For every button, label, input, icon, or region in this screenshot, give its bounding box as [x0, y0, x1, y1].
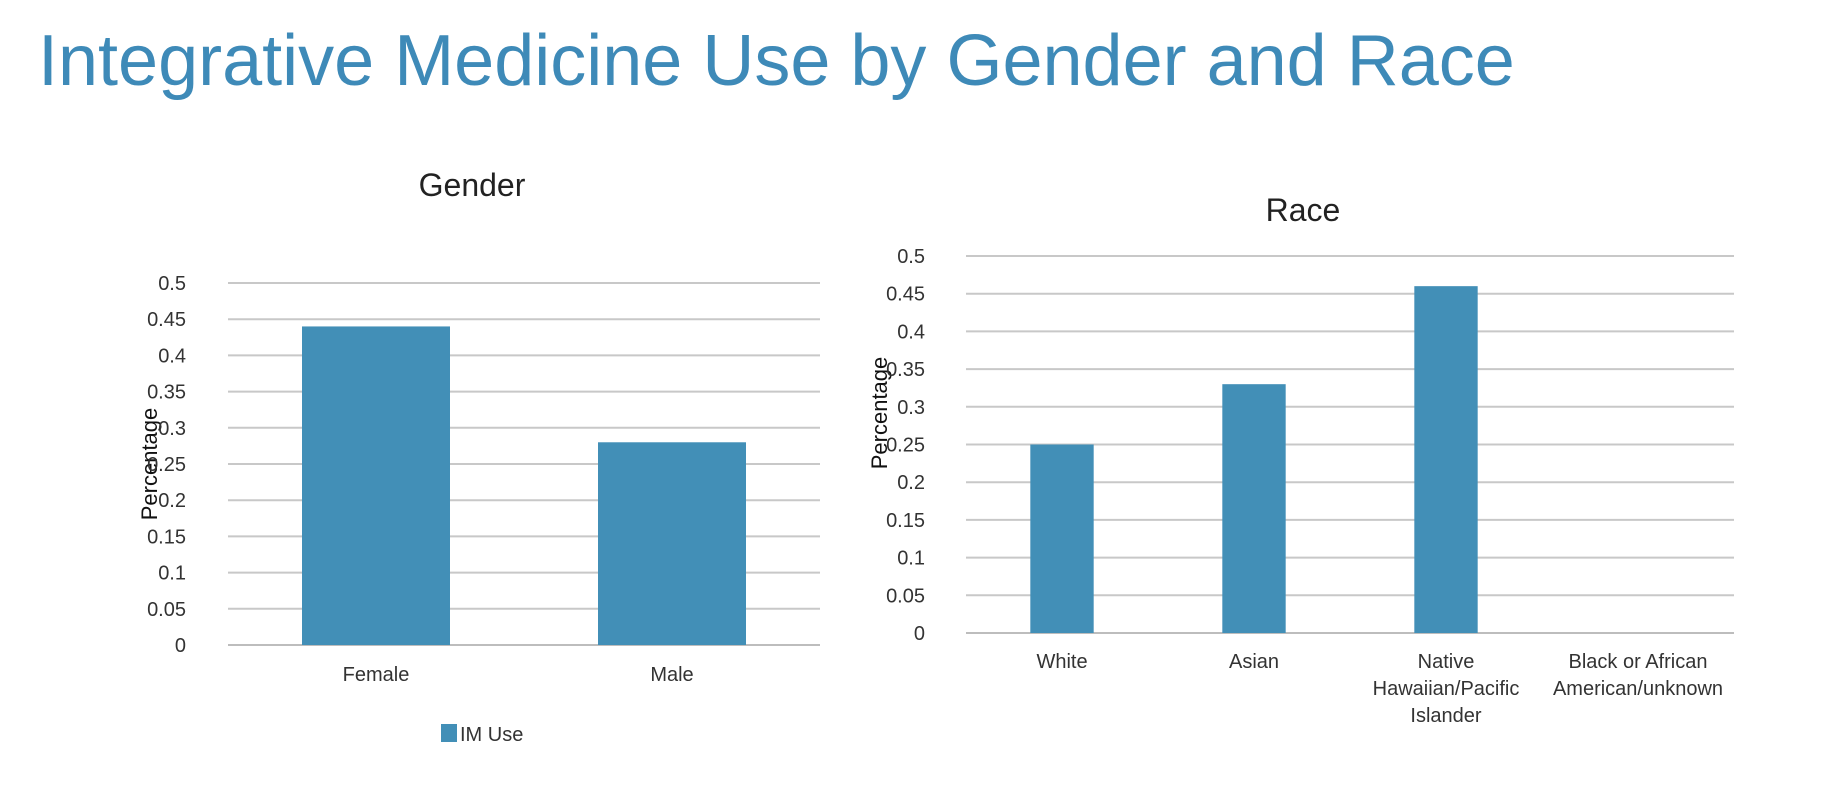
y-tick-label: 0.5: [158, 273, 186, 295]
y-tick-label: 0.15: [147, 526, 186, 548]
y-tick-label: 0.4: [158, 345, 186, 367]
chart-title: Gender: [419, 167, 526, 203]
bar-white: [1030, 444, 1094, 633]
x-category-label-line: Female: [343, 664, 410, 686]
x-category-label: White: [1036, 651, 1087, 673]
y-tick-label: 0.25: [886, 435, 925, 457]
y-tick-label: 0.5: [897, 246, 925, 268]
x-category-label-line: American/unknown: [1553, 678, 1723, 700]
x-category-label: Asian: [1229, 651, 1279, 673]
y-tick-label: 0.3: [158, 418, 186, 440]
chart-title: Race: [1266, 192, 1341, 228]
bar-asian: [1222, 384, 1286, 633]
chart-0: Gender Percentage 0 0.05 0.1 0.15 0.2 0.25 0.3 0.…: [137, 167, 820, 746]
legend-label: IM Use: [460, 724, 523, 746]
x-category-label-line: Hawaiian/Pacific: [1373, 678, 1520, 700]
y-tick-label: 0.3: [897, 397, 925, 419]
x-category-label-line: Native: [1418, 651, 1475, 673]
y-axis-label: Percentage: [867, 357, 892, 470]
y-tick-label: 0.1: [158, 563, 186, 585]
y-tick-label: 0: [175, 635, 186, 657]
y-tick-label: 0.35: [147, 382, 186, 404]
x-category-label-line: Islander: [1410, 705, 1481, 727]
y-tick-label: 0.05: [147, 599, 186, 621]
x-category-label: Male: [650, 664, 693, 686]
legend-swatch: [441, 724, 457, 742]
x-category-label-line: Black or African: [1569, 651, 1708, 673]
y-tick-label: 0.05: [886, 585, 925, 607]
x-category-label-line: Male: [650, 664, 693, 686]
page-title: Integrative Medicine Use by Gender and R…: [38, 21, 1515, 101]
y-tick-label: 0.15: [886, 510, 925, 532]
bar-male: [598, 442, 746, 645]
x-category-label-line: White: [1036, 651, 1087, 673]
y-tick-label: 0.1: [897, 548, 925, 570]
x-category-label-line: Asian: [1229, 651, 1279, 673]
y-tick-label: 0.25: [147, 454, 186, 476]
y-tick-label: 0: [914, 623, 925, 645]
y-tick-label: 0.45: [147, 309, 186, 331]
chart-1: Race Percentage 0 0.05 0.1 0.15 0.2 0.25 0.3 0.35…: [867, 192, 1734, 727]
x-category-label: Black or African American/unknown: [1553, 651, 1723, 700]
bar-native-hawaiian-pacific-islander: [1414, 286, 1478, 633]
y-tick-label: 0.45: [886, 284, 925, 306]
x-category-label: Native Hawaiian/Pacific Islander: [1373, 651, 1520, 727]
y-tick-label: 0.35: [886, 359, 925, 381]
y-axis-label: Percentage: [137, 408, 162, 521]
bar-female: [302, 326, 450, 645]
y-tick-label: 0.2: [897, 472, 925, 494]
y-tick-label: 0.2: [158, 490, 186, 512]
x-category-label: Female: [343, 664, 410, 686]
y-tick-label: 0.4: [897, 321, 925, 343]
